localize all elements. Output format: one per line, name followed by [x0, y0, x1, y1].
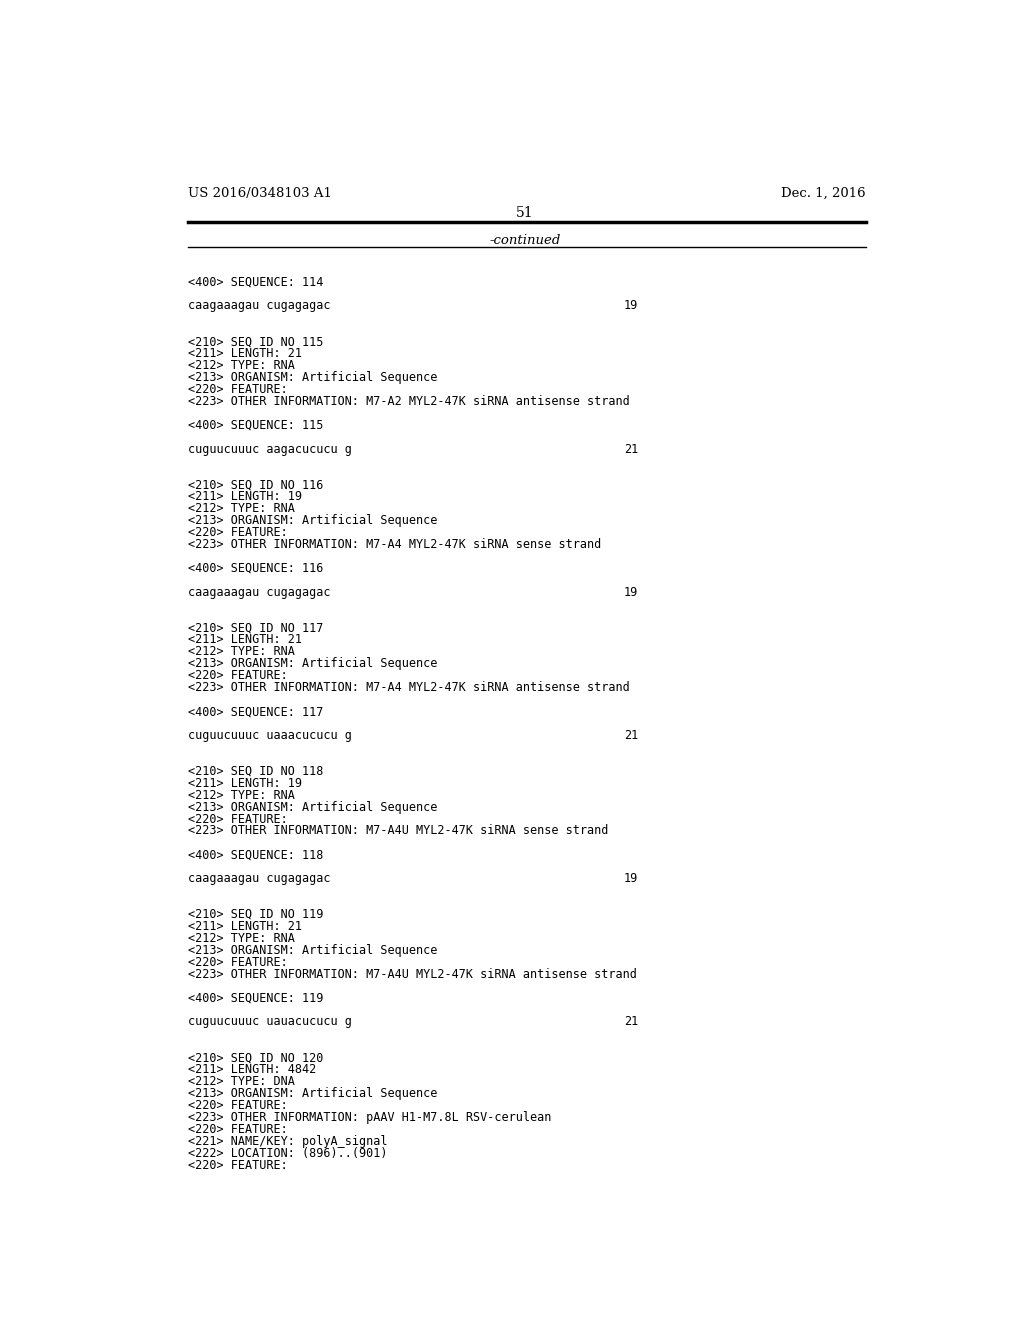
Text: <210> SEQ ID NO 118: <210> SEQ ID NO 118	[188, 764, 324, 777]
Text: <213> ORGANISM: Artificial Sequence: <213> ORGANISM: Artificial Sequence	[188, 515, 438, 527]
Text: <211> LENGTH: 21: <211> LENGTH: 21	[188, 920, 302, 933]
Text: <220> FEATURE:: <220> FEATURE:	[188, 1123, 288, 1135]
Text: <210> SEQ ID NO 117: <210> SEQ ID NO 117	[188, 622, 324, 635]
Text: <220> FEATURE:: <220> FEATURE:	[188, 527, 288, 539]
Text: <220> FEATURE:: <220> FEATURE:	[188, 1159, 288, 1172]
Text: <212> TYPE: RNA: <212> TYPE: RNA	[188, 359, 295, 372]
Text: 21: 21	[624, 442, 638, 455]
Text: <400> SEQUENCE: 116: <400> SEQUENCE: 116	[188, 562, 324, 576]
Text: cuguucuuuc uaaacucucu g: cuguucuuuc uaaacucucu g	[188, 729, 352, 742]
Text: <223> OTHER INFORMATION: M7-A4 MYL2-47K siRNA sense strand: <223> OTHER INFORMATION: M7-A4 MYL2-47K …	[188, 539, 602, 550]
Text: <220> FEATURE:: <220> FEATURE:	[188, 956, 288, 969]
Text: <220> FEATURE:: <220> FEATURE:	[188, 813, 288, 825]
Text: <212> TYPE: DNA: <212> TYPE: DNA	[188, 1074, 295, 1088]
Text: <400> SEQUENCE: 117: <400> SEQUENCE: 117	[188, 705, 324, 718]
Text: 21: 21	[624, 1015, 638, 1028]
Text: <210> SEQ ID NO 115: <210> SEQ ID NO 115	[188, 335, 324, 348]
Text: caagaaagau cugagagac: caagaaagau cugagagac	[188, 300, 331, 313]
Text: <220> FEATURE:: <220> FEATURE:	[188, 383, 288, 396]
Text: <211> LENGTH: 21: <211> LENGTH: 21	[188, 634, 302, 647]
Text: cuguucuuuc aagacucucu g: cuguucuuuc aagacucucu g	[188, 442, 352, 455]
Text: <222> LOCATION: (896)..(901): <222> LOCATION: (896)..(901)	[188, 1147, 388, 1160]
Text: -continued: -continued	[489, 234, 560, 247]
Text: <400> SEQUENCE: 115: <400> SEQUENCE: 115	[188, 418, 324, 432]
Text: <223> OTHER INFORMATION: M7-A4U MYL2-47K siRNA antisense strand: <223> OTHER INFORMATION: M7-A4U MYL2-47K…	[188, 968, 637, 981]
Text: <400> SEQUENCE: 119: <400> SEQUENCE: 119	[188, 991, 324, 1005]
Text: cuguucuuuc uauacucucu g: cuguucuuuc uauacucucu g	[188, 1015, 352, 1028]
Text: <213> ORGANISM: Artificial Sequence: <213> ORGANISM: Artificial Sequence	[188, 371, 438, 384]
Text: 21: 21	[624, 729, 638, 742]
Text: <212> TYPE: RNA: <212> TYPE: RNA	[188, 932, 295, 945]
Text: <210> SEQ ID NO 120: <210> SEQ ID NO 120	[188, 1051, 324, 1064]
Text: <400> SEQUENCE: 118: <400> SEQUENCE: 118	[188, 849, 324, 862]
Text: <220> FEATURE:: <220> FEATURE:	[188, 1100, 288, 1111]
Text: 19: 19	[624, 873, 638, 886]
Text: <211> LENGTH: 19: <211> LENGTH: 19	[188, 776, 302, 789]
Text: <212> TYPE: RNA: <212> TYPE: RNA	[188, 645, 295, 659]
Text: caagaaagau cugagagac: caagaaagau cugagagac	[188, 873, 331, 886]
Text: <213> ORGANISM: Artificial Sequence: <213> ORGANISM: Artificial Sequence	[188, 800, 438, 813]
Text: <213> ORGANISM: Artificial Sequence: <213> ORGANISM: Artificial Sequence	[188, 657, 438, 671]
Text: 19: 19	[624, 586, 638, 599]
Text: <223> OTHER INFORMATION: pAAV H1-M7.8L RSV-cerulean: <223> OTHER INFORMATION: pAAV H1-M7.8L R…	[188, 1111, 552, 1123]
Text: <223> OTHER INFORMATION: M7-A2 MYL2-47K siRNA antisense strand: <223> OTHER INFORMATION: M7-A2 MYL2-47K …	[188, 395, 630, 408]
Text: <211> LENGTH: 19: <211> LENGTH: 19	[188, 490, 302, 503]
Text: caagaaagau cugagagac: caagaaagau cugagagac	[188, 586, 331, 599]
Text: <210> SEQ ID NO 119: <210> SEQ ID NO 119	[188, 908, 324, 921]
Text: 19: 19	[624, 300, 638, 313]
Text: <221> NAME/KEY: polyA_signal: <221> NAME/KEY: polyA_signal	[188, 1135, 388, 1148]
Text: <223> OTHER INFORMATION: M7-A4U MYL2-47K siRNA sense strand: <223> OTHER INFORMATION: M7-A4U MYL2-47K…	[188, 825, 609, 837]
Text: <223> OTHER INFORMATION: M7-A4 MYL2-47K siRNA antisense strand: <223> OTHER INFORMATION: M7-A4 MYL2-47K …	[188, 681, 630, 694]
Text: <220> FEATURE:: <220> FEATURE:	[188, 669, 288, 682]
Text: <211> LENGTH: 4842: <211> LENGTH: 4842	[188, 1063, 316, 1076]
Text: <400> SEQUENCE: 114: <400> SEQUENCE: 114	[188, 276, 324, 289]
Text: <212> TYPE: RNA: <212> TYPE: RNA	[188, 788, 295, 801]
Text: Dec. 1, 2016: Dec. 1, 2016	[781, 187, 866, 199]
Text: <213> ORGANISM: Artificial Sequence: <213> ORGANISM: Artificial Sequence	[188, 1088, 438, 1100]
Text: <210> SEQ ID NO 116: <210> SEQ ID NO 116	[188, 478, 324, 491]
Text: 51: 51	[516, 206, 534, 220]
Text: US 2016/0348103 A1: US 2016/0348103 A1	[188, 187, 333, 199]
Text: <213> ORGANISM: Artificial Sequence: <213> ORGANISM: Artificial Sequence	[188, 944, 438, 957]
Text: <211> LENGTH: 21: <211> LENGTH: 21	[188, 347, 302, 360]
Text: <212> TYPE: RNA: <212> TYPE: RNA	[188, 502, 295, 515]
